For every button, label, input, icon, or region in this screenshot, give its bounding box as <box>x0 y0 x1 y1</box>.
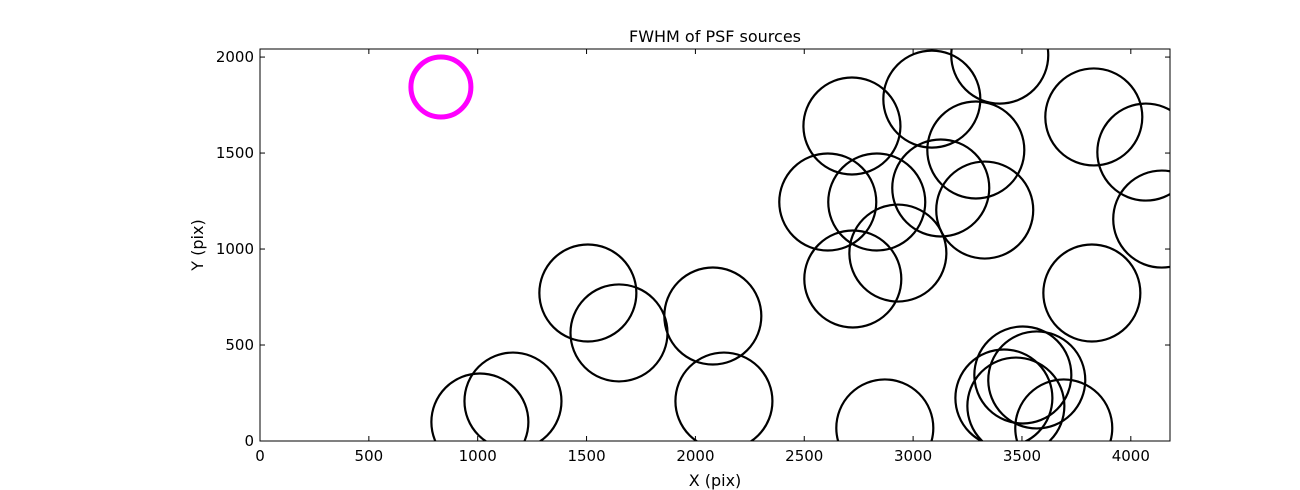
psf-source <box>1112 169 1170 269</box>
psf-source <box>1042 243 1142 343</box>
y-tick-label: 500 <box>225 336 254 354</box>
psf-source <box>663 266 763 366</box>
psf-source <box>973 325 1073 425</box>
x-tick-label: 3500 <box>1003 447 1041 465</box>
psf-source <box>926 100 1026 200</box>
y-tick-label: 1500 <box>216 144 254 162</box>
x-tick-label: 500 <box>355 447 384 465</box>
psf-source <box>1044 67 1144 167</box>
psf-source <box>569 283 669 383</box>
x-tick-label: 4000 <box>1112 447 1150 465</box>
x-tick-label: 1000 <box>459 447 497 465</box>
y-tick-label: 1000 <box>216 240 254 258</box>
psf-source <box>463 351 563 441</box>
psf-source <box>827 152 927 252</box>
x-axis-label: X (pix) <box>689 471 742 490</box>
psf-source <box>848 203 948 303</box>
psf-source <box>835 378 935 441</box>
psf-source <box>954 348 1054 441</box>
y-axis-label: Y (pix) <box>188 219 207 271</box>
psf-source <box>1096 102 1170 202</box>
plot-area <box>408 49 1170 441</box>
psf-source <box>538 243 638 343</box>
y-tick-label: 2000 <box>216 48 254 66</box>
psf-source <box>674 351 774 441</box>
y-tick-label: 0 <box>244 432 254 450</box>
x-tick-label: 1500 <box>567 447 605 465</box>
psf-source <box>802 76 902 176</box>
psf-source <box>950 49 1050 105</box>
x-tick-label: 0 <box>255 447 265 465</box>
psf-source <box>966 356 1066 441</box>
psf-source <box>987 330 1087 430</box>
axes-frame <box>259 48 1171 442</box>
psf-source <box>882 49 982 149</box>
psf-source <box>1014 378 1114 441</box>
psf-source <box>408 54 474 120</box>
psf-source <box>803 229 903 329</box>
x-tick-label: 2500 <box>785 447 823 465</box>
psf-source <box>778 152 878 252</box>
psf-source <box>935 160 1035 260</box>
x-tick-label: 2000 <box>676 447 714 465</box>
psf-source <box>891 138 991 238</box>
psf-source <box>430 372 530 441</box>
x-tick-label: 3000 <box>894 447 932 465</box>
chart-title: FWHM of PSF sources <box>629 27 801 46</box>
